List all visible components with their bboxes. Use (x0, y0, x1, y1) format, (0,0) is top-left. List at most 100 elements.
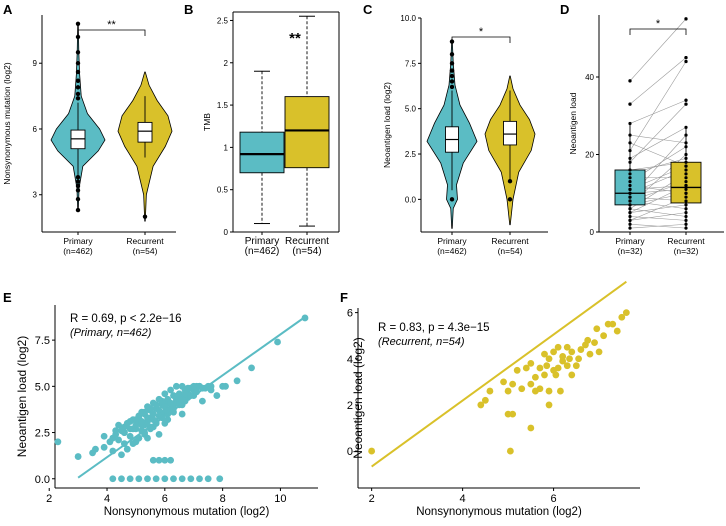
pair-point (684, 168, 688, 172)
pair-point (628, 199, 632, 203)
scatter-point (531, 373, 539, 381)
panel-letter: B (184, 2, 193, 17)
y-tick-label: 1 (224, 143, 229, 152)
pair-point (628, 180, 632, 184)
pair-line (629, 127, 687, 159)
regression-line (77, 316, 306, 479)
x-tick-label: 10 (274, 493, 286, 505)
pair-point (628, 156, 632, 160)
x-tick-label: 8 (220, 493, 226, 505)
y-tick-label: 6 (33, 125, 38, 134)
scatter-point (222, 382, 229, 390)
outlier-point (75, 183, 81, 189)
scatter-point (161, 390, 169, 398)
outlier-point (75, 21, 81, 26)
y-tick-label: 5.0 (35, 381, 50, 393)
scatter-point (100, 443, 108, 451)
scatter-point (190, 382, 198, 390)
significance-label: ** (289, 30, 301, 47)
y-axis-title: Neoantigen load (log2) (382, 82, 392, 168)
y-tick-label: 0 (590, 228, 595, 237)
scatter-point (613, 327, 621, 335)
outlier-point (449, 61, 455, 66)
scatter-point (129, 440, 137, 448)
outlier-point (507, 179, 513, 184)
scatter-point (155, 395, 163, 403)
x-tick-label: 4 (104, 493, 110, 505)
pair-point (628, 121, 632, 126)
scatter-point (541, 371, 548, 379)
pair-point (684, 133, 688, 137)
scatter-point (155, 456, 163, 464)
outlier-point (142, 214, 148, 219)
scatter-point (172, 382, 180, 390)
regression-line (371, 280, 627, 468)
scatter-point (204, 475, 212, 483)
pair-point (684, 59, 688, 64)
pair-point (628, 226, 632, 230)
pair-line (629, 216, 687, 221)
scatter-point (618, 313, 626, 321)
pair-point (628, 183, 632, 188)
scatter-point (118, 451, 125, 459)
scatter-point (557, 387, 564, 395)
scatter-point (566, 355, 573, 363)
outlier-point (75, 179, 81, 184)
scatter-point (552, 371, 560, 379)
scatter-point (135, 475, 143, 483)
outlier-point (75, 175, 81, 180)
pair-point (628, 149, 632, 153)
pair-point (684, 172, 688, 176)
y-tick-label: 2.5 (35, 428, 50, 440)
pair-point (684, 183, 688, 188)
scatter-point (500, 378, 507, 386)
n-label: (n=54) (498, 246, 523, 256)
scatter-point (545, 355, 553, 363)
scatter-point (118, 475, 125, 483)
scatter-point (559, 353, 567, 360)
pair-point (628, 102, 632, 106)
outlier-point (75, 188, 81, 193)
y-tick-label: 0.5 (217, 186, 229, 195)
x-tick-label: Recurrent (126, 236, 164, 246)
x-tick-label: 6 (162, 493, 168, 505)
scatter-point (138, 408, 146, 416)
x-axis-title: Nonsynonymous mutation (log2) (416, 506, 582, 518)
outlier-point (75, 34, 81, 40)
pair-line (629, 57, 687, 105)
scatter-point (550, 348, 557, 356)
pair-point (628, 203, 632, 207)
scatter-point (543, 362, 551, 370)
y-tick-label: 2 (347, 400, 353, 412)
pair-point (684, 145, 688, 149)
y-tick-label: 0 (224, 228, 229, 237)
outlier-point (75, 96, 81, 101)
pair-point (684, 180, 688, 184)
y-tick-label: 40 (585, 73, 594, 82)
scatter-point (545, 401, 553, 409)
pair-point (628, 172, 632, 176)
scatter-point (120, 429, 128, 436)
y-tick-label: 7.5 (405, 59, 417, 68)
scatter-point (181, 390, 189, 398)
scatter-point (568, 371, 576, 379)
x-axis-title: Nonsynonymous mutation (log2) (104, 506, 270, 518)
pair-point (684, 141, 688, 145)
x-tick-label: Recurrent (491, 236, 529, 246)
y-tick-label: 1.5 (217, 101, 229, 110)
stat-annotation-group: (Primary, n=462) (70, 327, 152, 339)
pair-point (628, 191, 632, 195)
scatter-point (216, 475, 224, 483)
box-primary (239, 131, 285, 174)
scatter-point (132, 421, 140, 429)
scatter-point (155, 430, 163, 438)
y-tick-label: 2.5 (217, 16, 229, 25)
panel-letter: F (340, 290, 348, 305)
scatter-point (586, 350, 594, 358)
pair-point (628, 176, 632, 180)
outlier-point (449, 79, 455, 84)
pair-point (628, 133, 632, 137)
outlier-point (449, 197, 455, 202)
